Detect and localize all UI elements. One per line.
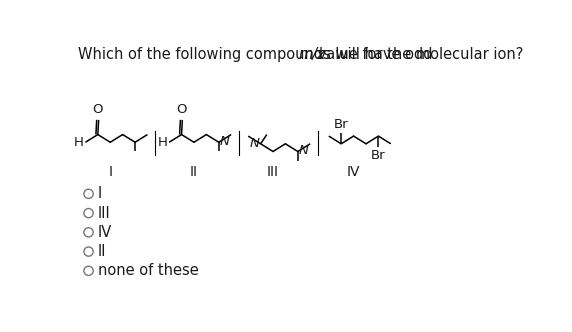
Text: H: H: [158, 136, 168, 149]
Text: H: H: [74, 136, 84, 149]
Text: Br: Br: [371, 149, 386, 162]
Text: II: II: [98, 244, 106, 259]
Text: none of these: none of these: [98, 263, 198, 278]
Text: III: III: [98, 206, 110, 220]
Text: value for the molecular ion?: value for the molecular ion?: [313, 47, 523, 62]
Text: IV: IV: [347, 165, 360, 179]
Text: II: II: [190, 165, 198, 179]
Text: N: N: [250, 136, 260, 149]
Text: N: N: [299, 144, 308, 157]
Text: I: I: [98, 186, 102, 201]
Text: Which of the following compounds will have odd: Which of the following compounds will ha…: [78, 47, 437, 62]
Text: III: III: [267, 165, 279, 179]
Text: m/z: m/z: [298, 47, 325, 62]
Text: Br: Br: [334, 118, 348, 131]
Text: IV: IV: [98, 225, 112, 240]
Text: O: O: [176, 103, 187, 116]
Text: O: O: [93, 103, 103, 116]
Text: I: I: [108, 165, 112, 179]
Text: N: N: [220, 135, 229, 148]
